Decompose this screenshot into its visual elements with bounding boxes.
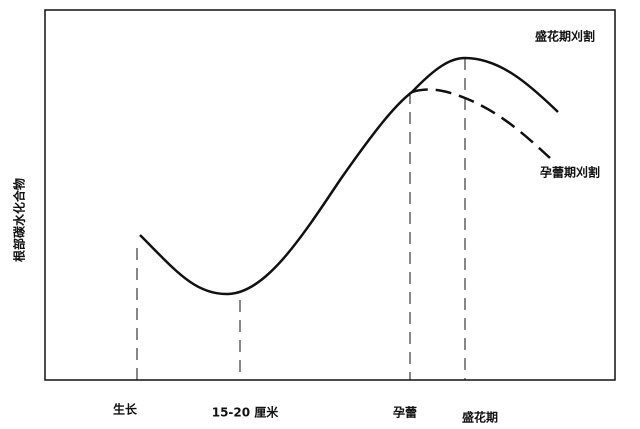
plot-frame — [44, 9, 616, 381]
full-bloom-curve — [139, 56, 559, 296]
curve-label: 盛花期刈割 — [535, 29, 595, 44]
y-axis-label: 根部碳水化合物 — [12, 178, 27, 262]
stage-label: 孕蕾 — [393, 405, 417, 420]
stage-label: 生长 — [113, 402, 138, 417]
curve-label: 孕蕾期刈割 — [540, 165, 600, 180]
stage-label: 盛花期 — [462, 410, 498, 425]
bud-curve — [411, 88, 551, 159]
stage-label: 15-20 厘米 — [212, 405, 280, 420]
